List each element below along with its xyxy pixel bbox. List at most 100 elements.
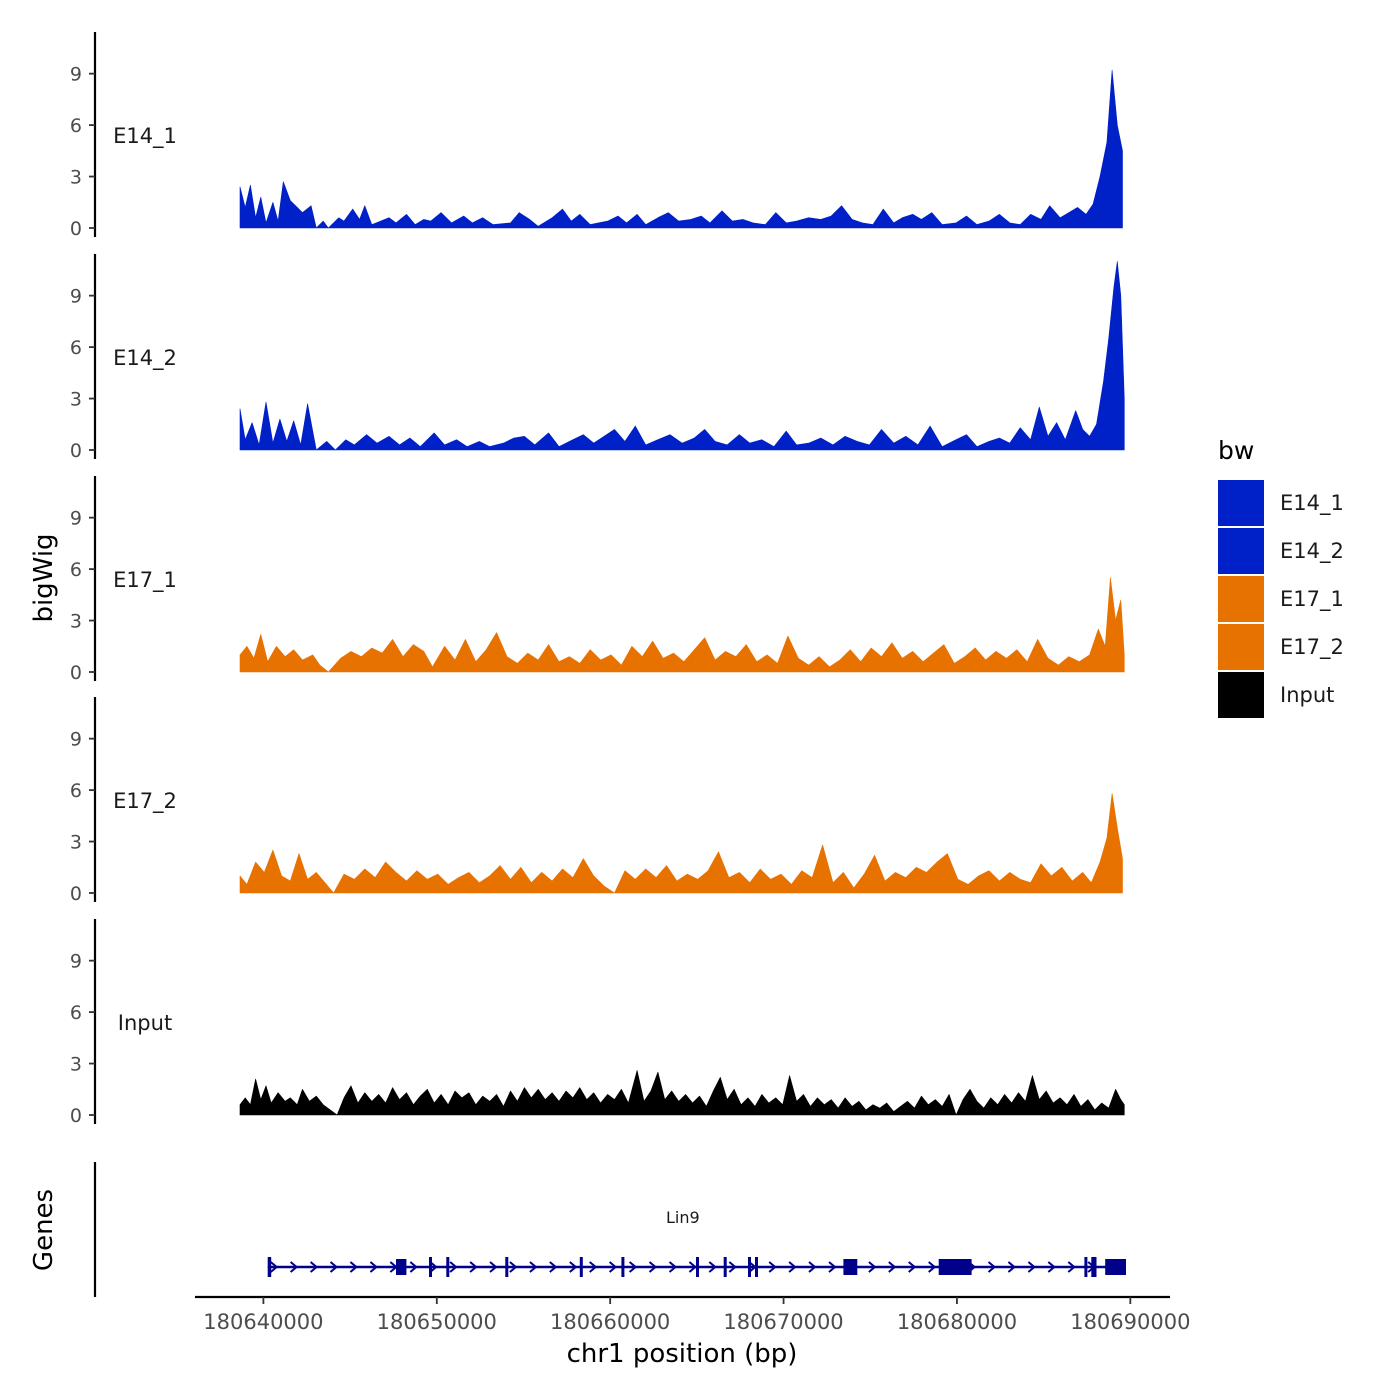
exon xyxy=(938,1259,972,1275)
track-label: E14_2 xyxy=(113,346,177,371)
strand-arrow xyxy=(589,1261,598,1273)
track-label: E14_1 xyxy=(113,124,177,149)
strand-arrow xyxy=(329,1261,339,1273)
signal-area-E17_2 xyxy=(239,793,1123,894)
y-tick-label: 0 xyxy=(70,662,82,684)
signal-area-E14_2 xyxy=(239,261,1125,451)
y-tick-label: 9 xyxy=(70,951,82,973)
y-tick-label: 0 xyxy=(70,883,82,905)
y-tick-label: 0 xyxy=(70,218,82,240)
strand-arrow xyxy=(1047,1261,1056,1273)
x-tick-label: 180640000 xyxy=(203,1310,323,1334)
track-label: E17_2 xyxy=(113,789,177,814)
legend-label-E17_2: E17_2 xyxy=(1280,635,1344,660)
strand-arrow xyxy=(828,1261,837,1273)
y-tick-label: 6 xyxy=(70,1002,82,1024)
strand-arrow xyxy=(888,1261,897,1273)
legend-swatch-E14_1 xyxy=(1218,480,1264,526)
track-panel-E14_2: 0 3 6 9 E14_2 xyxy=(70,254,1125,462)
exon xyxy=(748,1257,751,1277)
strand-arrow xyxy=(1027,1261,1036,1273)
legend-swatch-E14_2 xyxy=(1218,528,1264,574)
track-label: Input xyxy=(118,1011,172,1035)
strand-arrow xyxy=(708,1261,717,1273)
x-axis: 180640000 180650000 180660000 180670000 1806… xyxy=(195,1295,1190,1334)
gene-track: Lin9 xyxy=(93,1162,1126,1297)
track-panel-E17_1: 0 3 6 9 E17_1 xyxy=(70,476,1125,684)
y-tick-label: 0 xyxy=(70,1105,82,1127)
signal-area-Input xyxy=(239,1070,1125,1116)
strand-arrow xyxy=(668,1261,678,1273)
strand-arrow xyxy=(549,1261,558,1273)
strand-arrow xyxy=(808,1261,817,1273)
strand-arrow xyxy=(569,1261,578,1273)
legend-swatch-E17_2 xyxy=(1218,624,1264,670)
x-tick-label: 180670000 xyxy=(723,1310,843,1334)
strand-arrow xyxy=(409,1261,418,1273)
exon xyxy=(1084,1257,1088,1277)
strand-arrow xyxy=(608,1261,618,1273)
legend-title: bw xyxy=(1218,436,1254,465)
strand-arrow xyxy=(309,1261,319,1273)
strand-arrow xyxy=(369,1261,378,1273)
x-tick-label: 180650000 xyxy=(377,1310,497,1334)
exon xyxy=(267,1257,272,1277)
y-tick-label: 3 xyxy=(70,167,82,189)
gene-name-label: Lin9 xyxy=(666,1208,700,1227)
y-tick-label: 9 xyxy=(70,729,82,751)
strand-arrow xyxy=(509,1261,518,1273)
strand-arrow xyxy=(908,1261,917,1273)
x-axis-title: chr1 position (bp) xyxy=(567,1339,798,1369)
y-tick-label: 3 xyxy=(70,611,82,633)
gene-panel-title: Genes xyxy=(29,1189,59,1271)
track-label: E17_1 xyxy=(113,568,177,593)
exon xyxy=(843,1259,858,1275)
strand-arrow xyxy=(788,1261,797,1273)
y-axis-title: bigWig xyxy=(29,533,59,622)
x-tick-label: 180660000 xyxy=(550,1310,670,1334)
track-panel-E14_1: 0 3 6 9 E14_1 xyxy=(70,32,1123,240)
strand-arrow xyxy=(728,1261,737,1273)
strand-arrow xyxy=(270,1261,279,1273)
exon xyxy=(621,1257,625,1277)
y-tick-label: 6 xyxy=(70,559,82,581)
strand-arrow xyxy=(868,1261,877,1273)
legend-label-Input: Input xyxy=(1280,683,1334,707)
x-tick-label: 180680000 xyxy=(897,1310,1017,1334)
exon xyxy=(396,1259,407,1275)
y-tick-label: 0 xyxy=(70,440,82,462)
strand-arrow xyxy=(688,1261,697,1273)
exon xyxy=(446,1257,450,1277)
signal-area-E17_1 xyxy=(239,577,1125,673)
exon xyxy=(755,1257,758,1277)
legend-label-E14_2: E14_2 xyxy=(1280,539,1344,564)
y-tick-label: 9 xyxy=(70,286,82,308)
exon xyxy=(1091,1257,1097,1277)
y-tick-label: 3 xyxy=(70,832,82,854)
strand-arrow xyxy=(648,1261,658,1273)
y-tick-label: 6 xyxy=(70,337,82,359)
y-tick-label: 6 xyxy=(70,780,82,802)
strand-arrow xyxy=(1007,1261,1016,1273)
strand-arrow xyxy=(529,1261,538,1273)
exon xyxy=(723,1257,727,1277)
legend: bw E14_1 E14_2 E17_1 E17_2 Input xyxy=(1218,436,1344,718)
y-tick-label: 3 xyxy=(70,1054,82,1076)
legend-label-E14_1: E14_1 xyxy=(1280,491,1344,516)
strand-arrow xyxy=(489,1261,498,1273)
strand-arrow xyxy=(469,1261,478,1273)
y-tick-label: 9 xyxy=(70,508,82,530)
exon xyxy=(429,1257,432,1277)
y-tick-label: 9 xyxy=(70,64,82,86)
track-panel-E17_2: 0 3 6 9 E17_2 xyxy=(70,697,1123,905)
legend-swatch-E17_1 xyxy=(1218,576,1264,622)
bigwig-tracks: 0 3 6 9 E14_1 0 3 6 9 E14_2 0 3 6 9 E17_1 0 3 6 9 E17_2 0 3 6 9… xyxy=(70,32,1125,1127)
legend-label-E17_1: E17_1 xyxy=(1280,587,1344,612)
exon xyxy=(1105,1259,1126,1275)
y-tick-label: 3 xyxy=(70,389,82,411)
x-tick-label: 180690000 xyxy=(1070,1310,1190,1334)
strand-arrow xyxy=(987,1261,997,1273)
strand-arrow xyxy=(628,1261,638,1273)
strand-arrow xyxy=(349,1261,358,1273)
